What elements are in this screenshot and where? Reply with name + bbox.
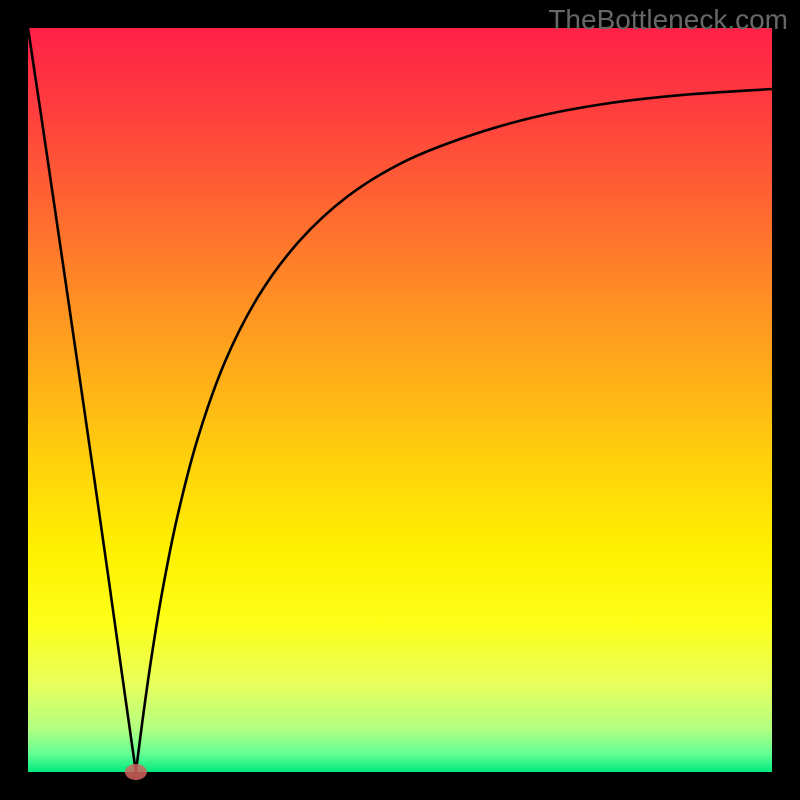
bottleneck-chart-svg [0, 0, 800, 800]
plot-background [28, 28, 772, 772]
notch-marker [125, 764, 147, 780]
chart-stage: TheBottleneck.com [0, 0, 800, 800]
watermark-text: TheBottleneck.com [548, 4, 788, 36]
